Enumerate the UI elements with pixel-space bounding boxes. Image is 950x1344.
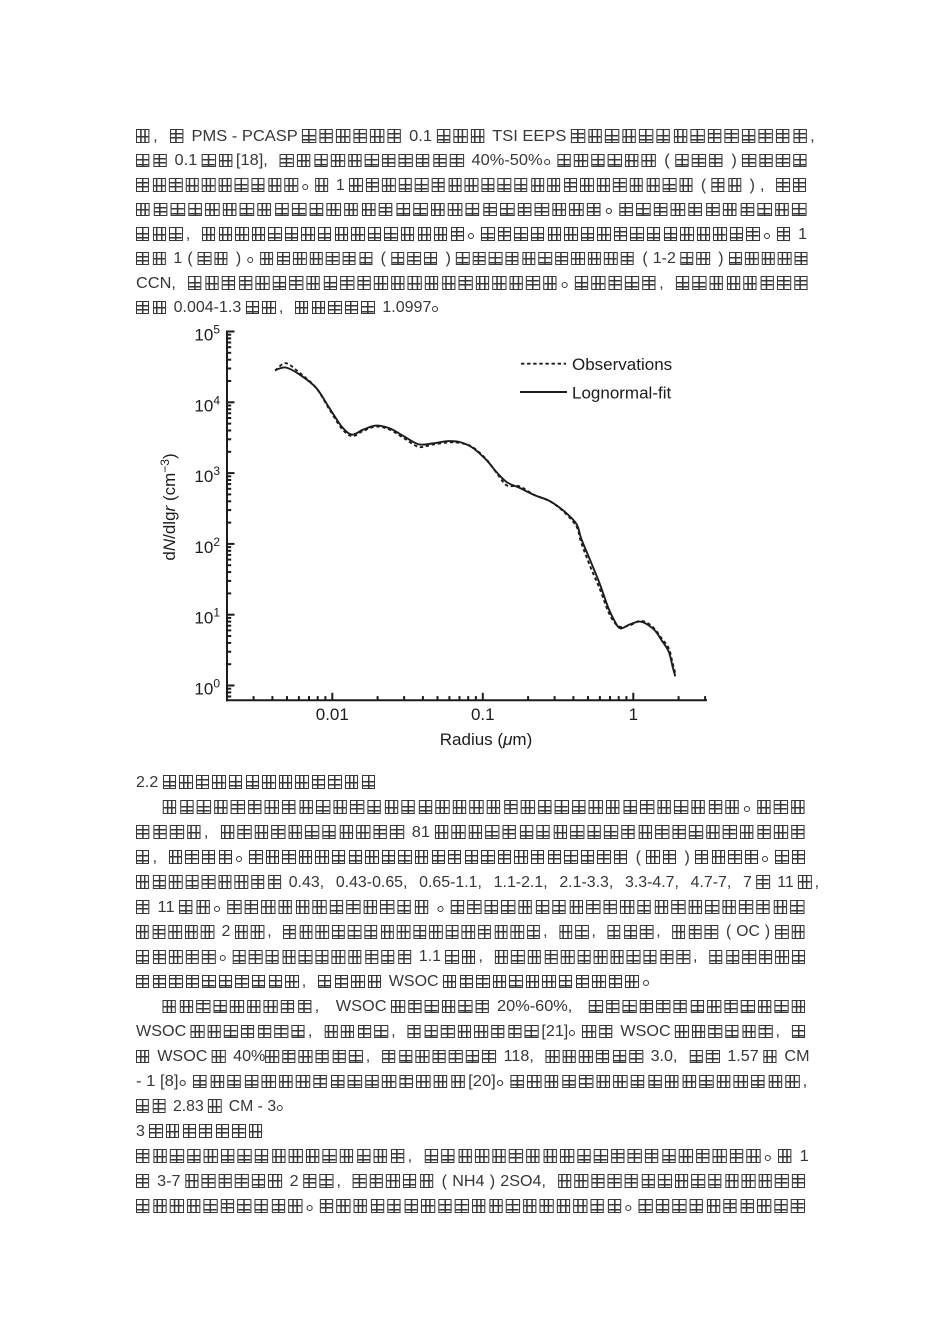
svg-text:0.1: 0.1 bbox=[471, 705, 495, 724]
svg-text:Lognormal-fit: Lognormal-fit bbox=[572, 383, 671, 402]
svg-text:dN/dlgr (cm−3): dN/dlgr (cm−3) bbox=[158, 453, 179, 560]
svg-text:105: 105 bbox=[194, 323, 220, 345]
svg-text:Observations: Observations bbox=[572, 355, 672, 374]
svg-text:104: 104 bbox=[194, 393, 220, 415]
svg-text:1: 1 bbox=[629, 705, 638, 724]
svg-text:101: 101 bbox=[194, 606, 220, 628]
svg-text:Radius (μm): Radius (μm) bbox=[440, 730, 532, 749]
svg-text:102: 102 bbox=[194, 535, 220, 557]
svg-text:103: 103 bbox=[194, 464, 220, 486]
svg-text:0.01: 0.01 bbox=[316, 705, 349, 724]
svg-text:100: 100 bbox=[194, 677, 220, 699]
